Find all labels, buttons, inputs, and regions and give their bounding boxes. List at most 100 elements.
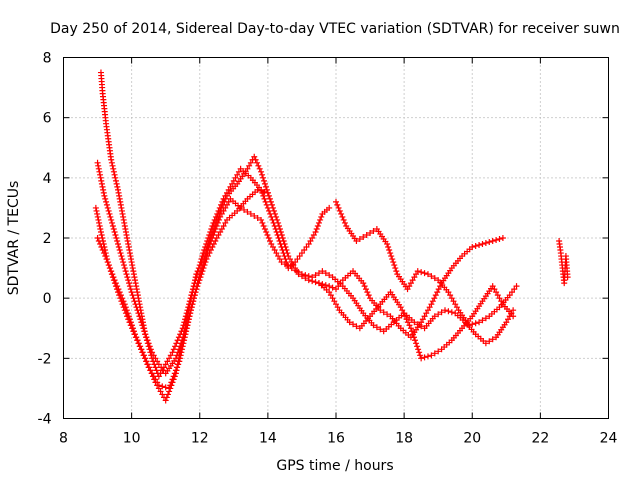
data-point-marker <box>193 286 200 293</box>
data-point-marker <box>494 292 501 299</box>
data-point-marker <box>205 244 212 251</box>
data-point-marker <box>192 289 199 296</box>
data-point-marker <box>333 286 339 293</box>
data-point-marker <box>256 165 263 172</box>
data-point-marker <box>384 241 391 248</box>
data-point-marker <box>159 383 166 390</box>
data-point-marker <box>118 253 125 260</box>
data-point-marker <box>244 165 251 172</box>
x-tick-label: 14 <box>259 431 277 447</box>
data-point-marker <box>106 210 113 217</box>
data-point-marker <box>408 328 415 335</box>
data-point-marker <box>327 292 334 299</box>
data-point-marker <box>171 370 178 377</box>
data-point-marker <box>406 322 413 329</box>
data-point-marker <box>404 286 411 293</box>
data-point-marker <box>288 265 295 272</box>
data-point-marker <box>331 298 338 305</box>
data-point-marker <box>141 328 148 335</box>
data-point-marker <box>360 233 367 240</box>
data-point-marker <box>178 349 185 356</box>
data-point-marker <box>111 171 118 178</box>
data-point-marker <box>98 244 105 251</box>
data-point-marker <box>263 201 270 208</box>
data-point-marker <box>120 259 127 266</box>
data-point-marker <box>122 310 129 317</box>
y-tick-label: -4 <box>38 412 52 428</box>
x-axis-label: GPS time / hours <box>276 458 393 474</box>
data-point-marker <box>431 313 438 320</box>
x-tick-label: 24 <box>600 431 618 447</box>
data-point-marker <box>94 213 101 220</box>
data-point-marker <box>109 162 116 169</box>
data-point-marker <box>100 250 107 257</box>
data-point-marker <box>339 213 346 220</box>
data-point-marker <box>144 337 151 344</box>
data-point-marker <box>450 298 457 305</box>
data-point-marker <box>281 261 288 268</box>
data-point-marker <box>315 270 322 277</box>
data-point-marker <box>489 283 496 290</box>
data-point-marker <box>313 225 320 232</box>
data-point-marker <box>276 256 283 263</box>
data-point-marker <box>210 231 217 238</box>
data-point-marker <box>113 286 120 293</box>
data-point-marker <box>213 222 220 229</box>
data-point-marker <box>373 324 380 331</box>
data-point-marker <box>164 391 171 398</box>
data-point-marker <box>274 216 281 223</box>
data-point-marker <box>269 204 276 211</box>
data-point-marker <box>114 183 121 190</box>
data-point-marker <box>511 286 518 293</box>
data-point-marker <box>435 311 442 318</box>
data-point-marker <box>472 320 479 327</box>
data-point-marker <box>94 159 101 166</box>
data-point-marker <box>290 262 297 269</box>
data-point-marker <box>412 337 419 344</box>
data-point-marker <box>222 204 229 211</box>
data-point-marker <box>186 313 193 320</box>
chart-title: Day 250 of 2014, Sidereal Day-to-day VTE… <box>50 21 620 37</box>
data-point-marker <box>499 235 506 241</box>
data-point-marker <box>364 289 371 296</box>
data-point-marker <box>150 352 157 359</box>
data-point-marker <box>506 292 513 299</box>
data-point-marker <box>334 304 341 311</box>
data-point-marker <box>472 243 479 250</box>
data-point-marker <box>482 340 489 347</box>
data-point-marker <box>413 340 420 347</box>
data-point-marker <box>103 256 110 263</box>
data-point-marker <box>333 198 339 205</box>
data-point-marker <box>361 283 368 290</box>
data-point-marker <box>258 187 265 194</box>
data-point-marker <box>119 256 126 263</box>
data-point-marker <box>139 349 146 356</box>
data-point-marker <box>112 231 119 238</box>
data-point-marker <box>166 355 173 362</box>
data-point-marker <box>267 238 274 245</box>
data-point-marker <box>428 273 435 280</box>
data-point-marker <box>262 183 269 190</box>
data-point-marker <box>147 367 154 374</box>
data-point-marker <box>241 206 248 213</box>
data-point-marker <box>118 298 125 305</box>
data-point-marker <box>134 307 141 314</box>
data-point-marker <box>489 336 496 343</box>
data-point-marker <box>141 355 148 362</box>
data-point-marker <box>365 292 372 299</box>
data-point-marker <box>275 219 282 226</box>
data-point-marker <box>285 263 292 270</box>
data-point-marker <box>326 204 333 211</box>
data-point-marker <box>224 201 230 208</box>
data-point-marker <box>145 364 152 371</box>
data-point-marker <box>98 180 105 187</box>
data-point-marker <box>429 298 436 305</box>
data-point-marker <box>222 219 229 226</box>
data-point-marker <box>403 316 410 323</box>
data-point-marker <box>452 301 459 308</box>
data-point-marker <box>453 304 460 311</box>
data-point-marker <box>326 283 333 290</box>
data-point-marker <box>312 272 319 279</box>
data-point-marker <box>232 174 239 181</box>
data-point-marker <box>261 195 268 202</box>
